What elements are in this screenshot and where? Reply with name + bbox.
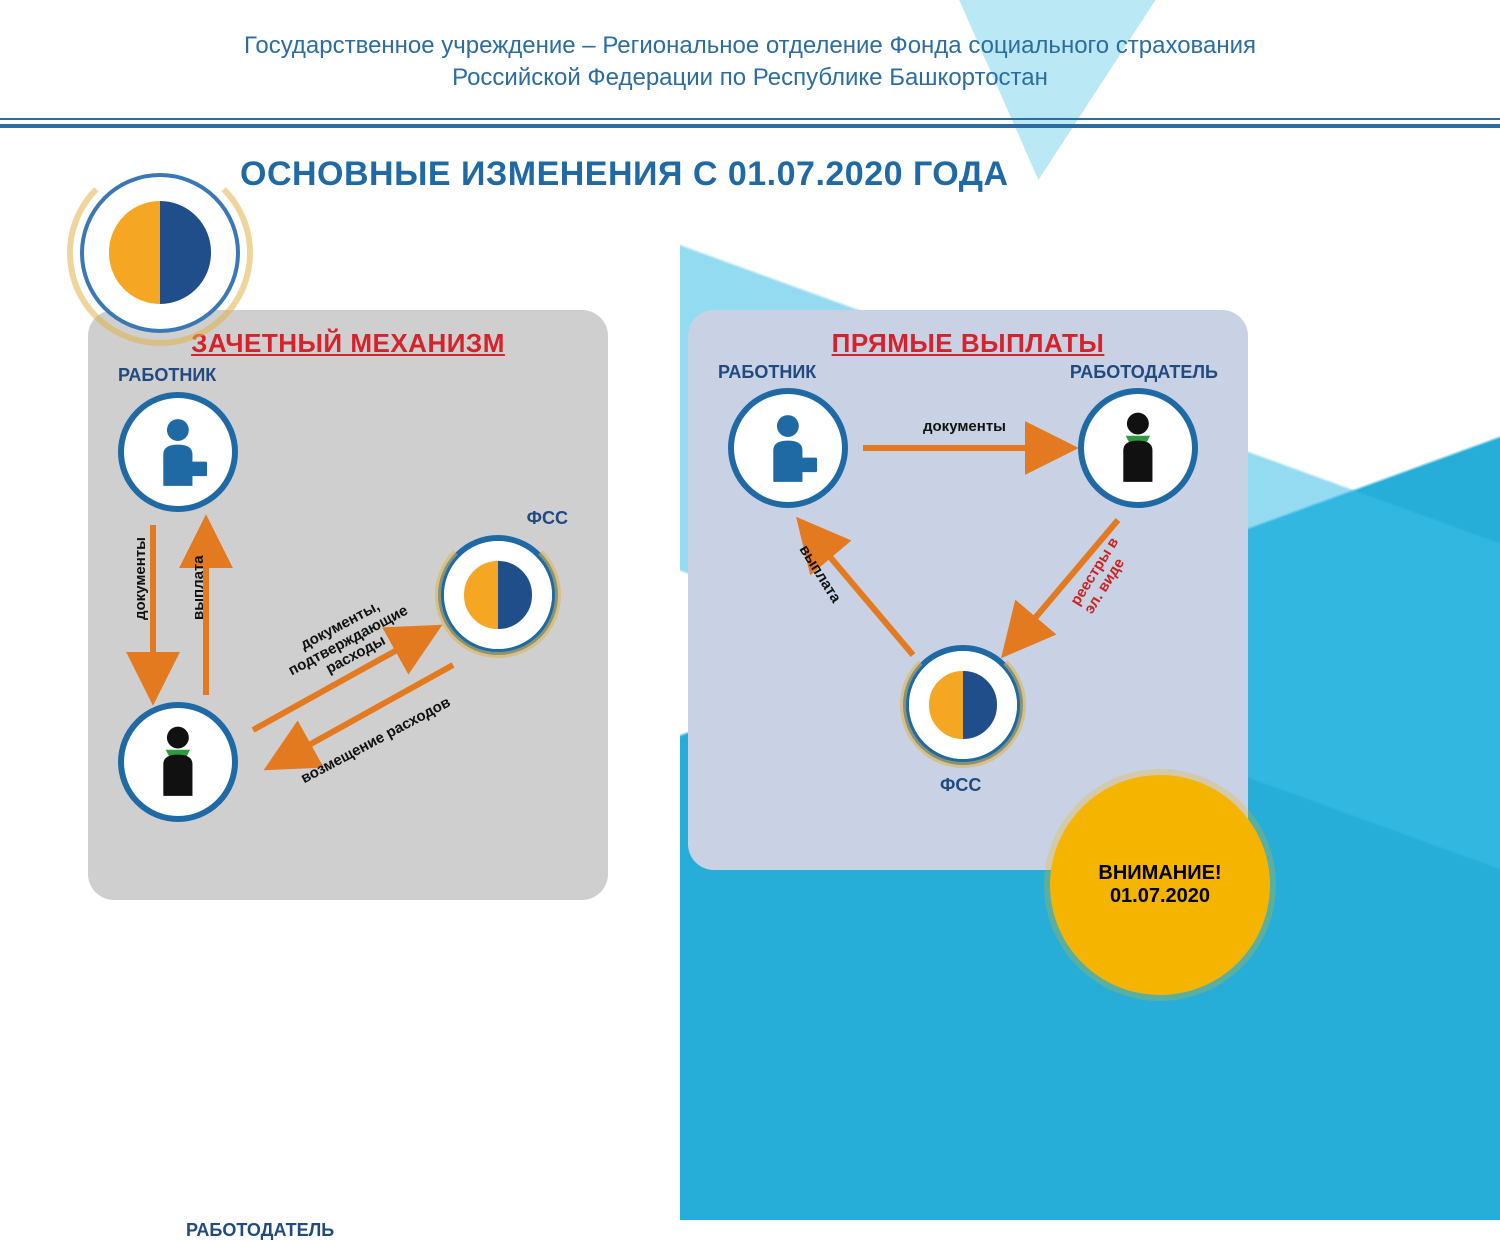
flow-registry: реестры в эл. виде <box>1068 535 1135 617</box>
attention-date: 01.07.2020 <box>1110 885 1210 908</box>
slide-header: Государственное учреждение – Регионально… <box>0 0 1500 260</box>
label-fss-r: ФСС <box>940 775 981 796</box>
worker-icon <box>118 392 238 512</box>
flow-payout: выплата <box>190 555 207 620</box>
fss-icon <box>438 535 558 655</box>
header-rule <box>0 118 1500 128</box>
employer-icon-r <box>1078 388 1198 508</box>
worker-icon-r <box>728 388 848 508</box>
fss-icon-r <box>903 645 1023 765</box>
attention-badge: ВНИМАНИЕ! 01.07.2020 <box>1050 775 1270 995</box>
panel-right-title: ПРЯМЫЕ ВЫПЛАТЫ <box>710 328 1226 359</box>
slide-title: ОСНОВНЫЕ ИЗМЕНЕНИЯ С 01.07.2020 ГОДА <box>240 155 1009 194</box>
flow-docs-r: документы <box>923 418 1006 435</box>
employer-icon <box>118 702 238 822</box>
panel-offset-mechanism: ЗАЧЕТНЫЙ МЕХАНИЗМ РАБОТНИК ФСС д <box>88 310 608 900</box>
flow-payout-r: выплата <box>796 542 845 606</box>
org-name-line1: Государственное учреждение – Регионально… <box>40 30 1460 62</box>
label-worker: РАБОТНИК <box>118 365 216 386</box>
attention-caption: ВНИМАНИЕ! <box>1098 862 1221 885</box>
flow-docs: документы <box>132 537 149 620</box>
label-employer-ext: РАБОТОДАТЕЛЬ <box>186 1220 334 1241</box>
label-fss: ФСС <box>527 508 568 529</box>
label-employer-r: РАБОТОДАТЕЛЬ <box>1070 362 1218 383</box>
flow-reimburse: возмещение расходов <box>298 694 453 787</box>
fss-logo-icon <box>80 173 240 333</box>
flow-confirm-docs: документы, подтверждающие расходы <box>278 588 418 694</box>
label-worker-r: РАБОТНИК <box>718 362 816 383</box>
org-name-line2: Российской Федерации по Республике Башко… <box>40 62 1460 94</box>
